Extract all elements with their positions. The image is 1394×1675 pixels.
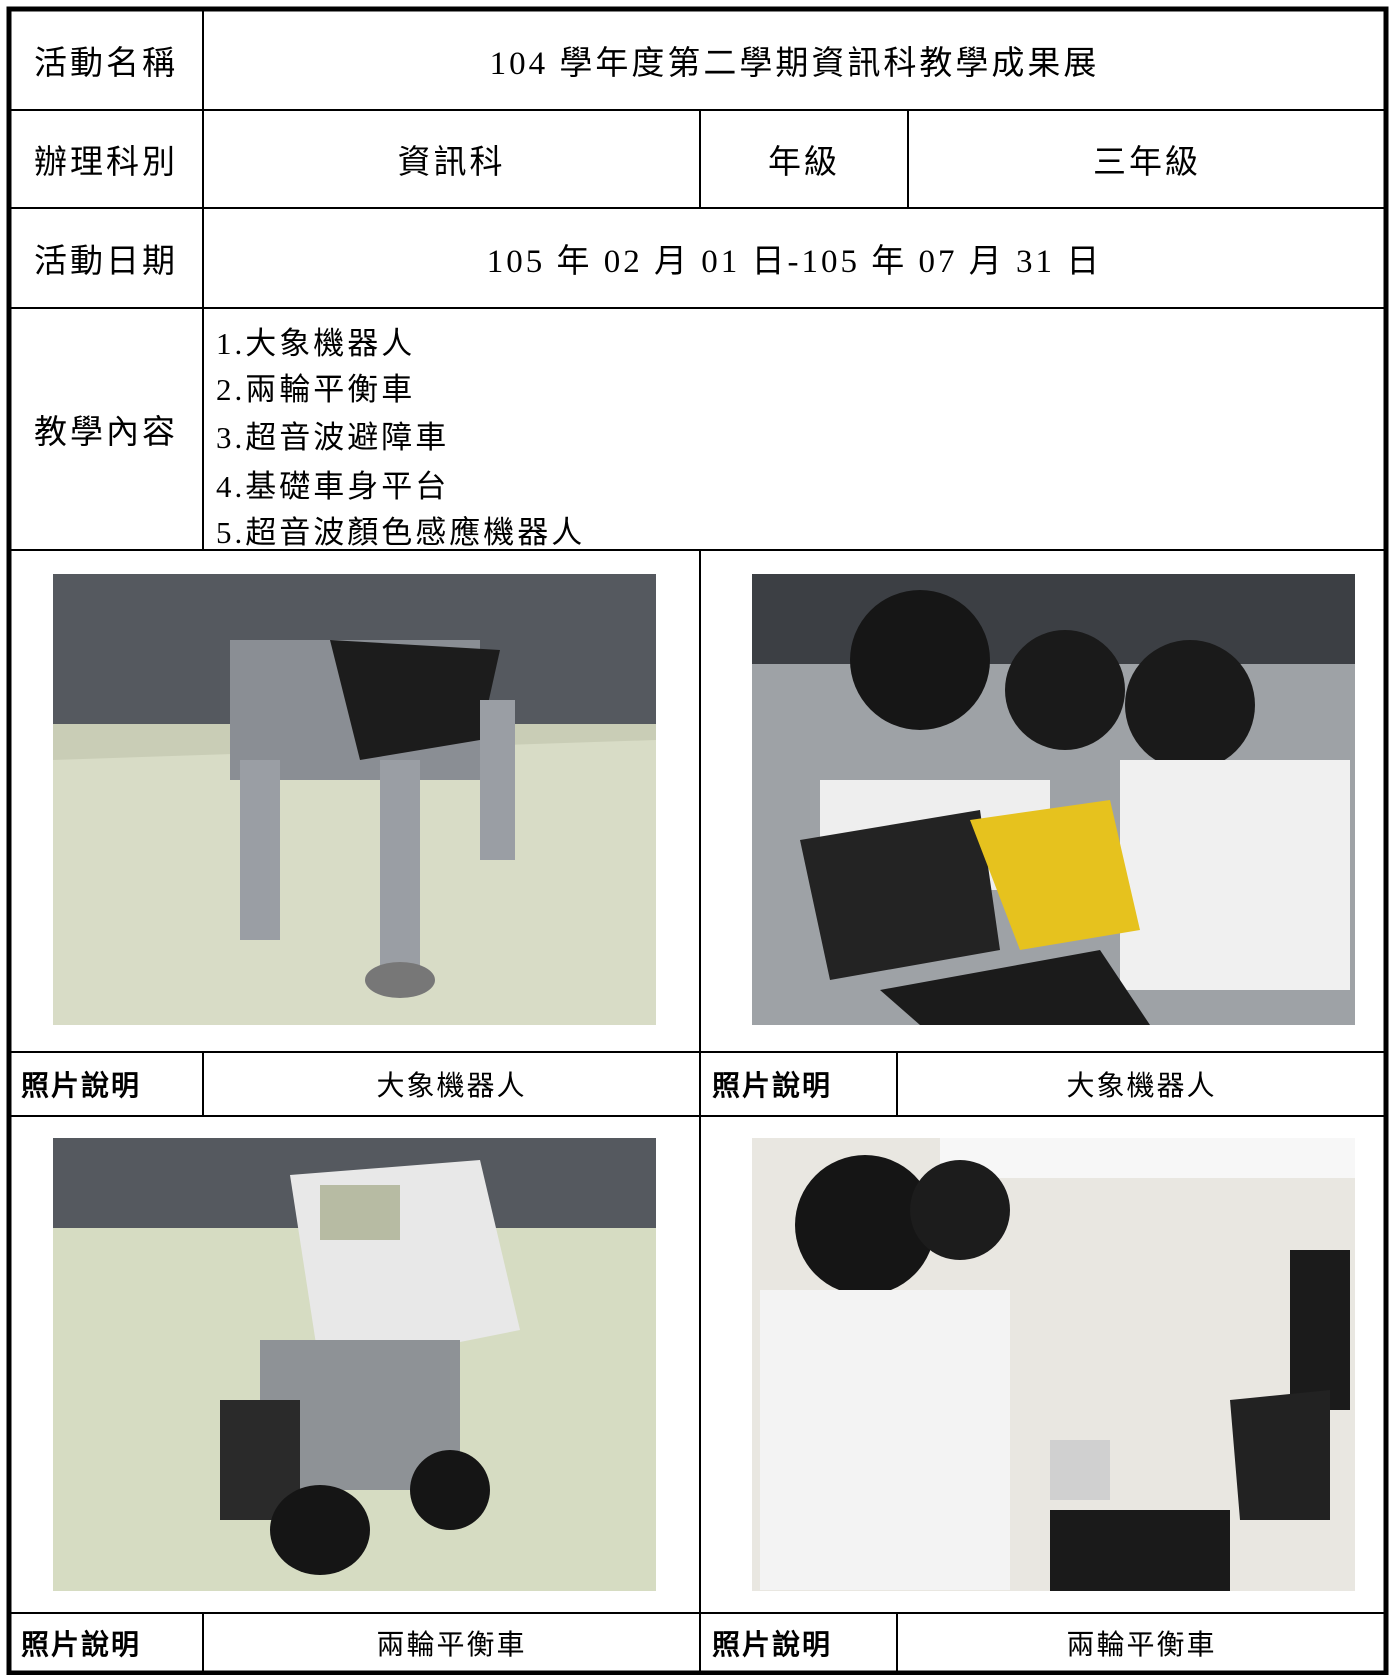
- content-item: 1.大象機器人: [216, 326, 416, 361]
- caption: 大象機器人: [376, 1071, 527, 1102]
- content-item: 3.超音波避障車: [216, 420, 450, 455]
- caption: 大象機器人: [1066, 1071, 1217, 1102]
- photo: [752, 1138, 1355, 1591]
- field-label: 年級: [768, 145, 840, 181]
- field-value: 104 學年度第二學期資訊科教學成果展: [489, 45, 1100, 82]
- photo: [53, 574, 656, 1025]
- caption-label: 照片說明: [712, 1628, 833, 1661]
- content-item: 5.超音波顏色感應機器人: [216, 515, 586, 550]
- caption-label: 照片說明: [21, 1628, 142, 1661]
- field-value: 三年級: [1093, 145, 1201, 181]
- content-item: 4.基礎車身平台: [216, 469, 450, 504]
- field-label: 辦理科別: [34, 145, 178, 181]
- content-item: 2.兩輪平衡車: [216, 372, 416, 407]
- field-value: 105 年 02 月 01 日-105 年 07 月 31 日: [486, 244, 1103, 280]
- field-value: 資訊科: [397, 145, 506, 181]
- photo: [53, 1138, 656, 1591]
- field-label: 教學內容: [34, 415, 178, 451]
- table-border: [6, 6, 1389, 1675]
- field-label: 活動日期: [34, 244, 178, 280]
- caption: 兩輪平衡車: [376, 1630, 527, 1661]
- caption: 兩輪平衡車: [1066, 1630, 1217, 1661]
- photo: [752, 574, 1355, 1025]
- field-label: 活動名稱: [34, 45, 178, 82]
- caption-label: 照片說明: [21, 1069, 142, 1102]
- caption-label: 照片說明: [712, 1069, 833, 1102]
